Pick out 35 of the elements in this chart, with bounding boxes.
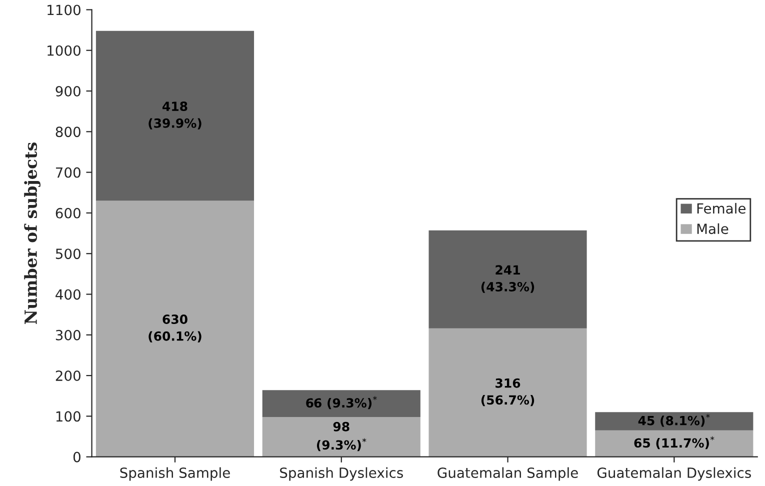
bar [428,230,587,328]
y-axis-title: Number of subjects [24,142,40,324]
y-tick-label: 100 [56,411,80,422]
data-label: 418 (39.9%) [148,102,202,130]
x-tick-label: Guatemalan Sample [438,467,578,481]
bar [595,430,754,457]
y-tick-label: 600 [56,208,80,218]
data-label: 316 (56.7%) [481,378,534,406]
y-tick-label: 1100 [48,4,80,16]
data-label: 630 (60.1%) [148,314,202,342]
bar [262,390,420,418]
x-tick-label: Spanish Dyslexics [280,467,403,481]
bar [428,328,587,457]
data-label: 241 (43.3%) [481,265,534,293]
y-tick-label: 200 [56,370,80,382]
bar [96,200,254,457]
y-tick-label: 900 [56,86,80,96]
y-tick-label: 500 [56,248,80,260]
y-tick-label: 700 [56,167,80,178]
legend-label: Male [697,223,728,234]
bar [595,412,754,430]
y-tick-label: 0 [73,452,80,462]
data-label: 45 (8.1%)$^{*}$ [638,414,710,427]
bar [96,30,254,201]
data-label: 66 (9.3%)$^{*}$ [306,396,377,410]
data-label: 65 (11.7%)$^{*}$ [634,436,714,450]
y-tick-label: 800 [56,126,80,138]
y-tick-label: 300 [56,330,80,340]
x-tick-label: Spanish Sample [120,467,230,481]
data-label: 98 (9.3%)$^{*}$ [316,422,366,452]
legend-label: Female [697,202,746,214]
y-tick-label: 400 [56,289,80,300]
y-tick-label: 1000 [48,45,80,56]
bar [262,417,420,457]
x-tick-label: Guatemalan Dyslexics [597,467,751,481]
